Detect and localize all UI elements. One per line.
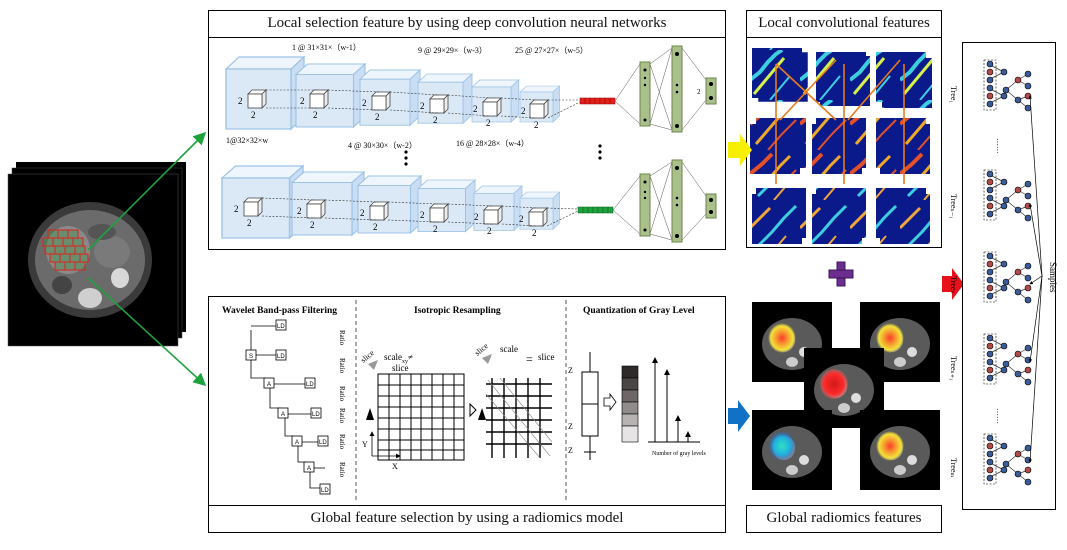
svg-text:2: 2 xyxy=(297,206,302,216)
wavelet-node-10: LD xyxy=(321,488,329,494)
svg-text:2: 2 xyxy=(300,96,305,106)
slice-label-3: slice xyxy=(538,352,555,362)
tree-label-1: Treeₙ₋₁ xyxy=(949,194,958,219)
forest-ellipsis-2: …… xyxy=(995,408,1004,424)
tree-label-2: Treeₙ xyxy=(949,276,958,294)
svg-text:2: 2 xyxy=(487,226,492,236)
svg-text:2: 2 xyxy=(433,115,438,125)
radiomics-panel xyxy=(208,296,726,533)
z-max: Z xyxy=(568,366,573,375)
section-wavelet: Wavelet Band-pass Filtering xyxy=(222,306,338,316)
blue-arrow xyxy=(728,400,750,432)
svg-text:2: 2 xyxy=(521,106,526,116)
wavelet-node-4: A xyxy=(307,466,311,472)
svg-text:2: 2 xyxy=(420,101,425,111)
svg-text:2: 2 xyxy=(313,110,318,120)
purple-plus xyxy=(828,261,854,287)
slice-z-label: slice xyxy=(392,363,409,373)
svg-text:2: 2 xyxy=(373,222,378,232)
cnn-title-box xyxy=(208,10,726,38)
wavelet-node-7: LD xyxy=(306,382,314,388)
wavelet-node-3: A xyxy=(295,440,299,446)
axis-y: Y xyxy=(362,440,368,449)
scale-label-2: scale xyxy=(500,344,518,354)
cnn-panel-title: Local selection feature by using deep co… xyxy=(267,15,667,31)
wavelet-node-6: LD xyxy=(277,354,285,360)
ratio-4: Ratio xyxy=(338,434,346,450)
ratio-2: Ratio xyxy=(338,386,346,402)
svg-text:2: 2 xyxy=(473,104,478,114)
svg-text:2: 2 xyxy=(234,204,239,214)
svg-text:2: 2 xyxy=(474,212,479,222)
wavelet-node-labels: S A A A A LD LD LD LD LD LD xyxy=(249,324,329,494)
ratio-1: Ratio xyxy=(338,358,346,374)
forest-ellipsis-1: …… xyxy=(995,138,1004,154)
row1-label-3: 1@32×32×w xyxy=(226,136,269,145)
hist-label: Number of gray levels xyxy=(652,451,706,457)
tree-label-3: Treeₙ₊₁ xyxy=(949,356,958,381)
kernel-size-labels: 22 22 22 22 22 22 xyxy=(238,96,539,130)
local-features-title: Local convolutional features xyxy=(758,15,930,31)
ct-image-stack xyxy=(7,162,186,347)
svg-text:2: 2 xyxy=(486,118,491,128)
svg-text:2: 2 xyxy=(433,224,438,234)
z-min: Z xyxy=(568,446,573,455)
svg-text:2: 2 xyxy=(360,208,365,218)
svg-text:2: 2 xyxy=(247,218,252,228)
eq-symbol: = xyxy=(526,352,533,366)
axis-x: X xyxy=(392,462,398,471)
svg-text:2: 2 xyxy=(362,98,367,108)
svg-text:2: 2 xyxy=(375,112,380,122)
svg-text:2: 2 xyxy=(532,228,537,238)
ratio-labels: Ratio Ratio Ratio Ratio Ratio Ratio xyxy=(338,330,346,478)
svg-text:2: 2 xyxy=(238,96,243,106)
forest-panel xyxy=(962,42,1056,510)
row1-label-4: 4 @ 30×30×（w-2） xyxy=(348,141,417,150)
svg-text:2: 2 xyxy=(519,214,524,224)
section-quantization: Quantization of Gray Level xyxy=(583,306,695,316)
row1-label-2: 25 @ 27×27×（w-5） xyxy=(515,46,588,55)
yellow-arrow xyxy=(728,134,752,166)
ratio-0: Ratio xyxy=(338,330,346,346)
z-i: Z xyxy=(568,422,573,431)
wavelet-node-8: LD xyxy=(312,412,320,418)
output-size-label-1: 2 xyxy=(697,88,701,96)
svg-text:2: 2 xyxy=(420,210,425,220)
red-arrow xyxy=(942,268,964,300)
wavelet-node-5: LD xyxy=(277,324,285,330)
wavelet-node-1: A xyxy=(267,382,271,388)
global-features-title-box xyxy=(746,505,942,533)
svg-text:2: 2 xyxy=(310,220,315,230)
svg-text:2: 2 xyxy=(251,110,256,120)
wavelet-node-0: S xyxy=(249,354,253,360)
radiomics-title-box xyxy=(208,505,726,533)
tree-label-4: Treeₘ xyxy=(949,458,958,478)
row1-label-1: 9 @ 29×29×（w-3） xyxy=(418,46,487,55)
local-features-title-box xyxy=(746,10,942,38)
svg-text:2: 2 xyxy=(534,120,539,130)
scale-neq: scalexy≠ xyxy=(384,352,413,365)
row1-label-5: 16 @ 28×28×（w-4） xyxy=(456,139,529,148)
section-resampling: Isotropic Resampling xyxy=(414,306,501,316)
radiomics-panel-title: Global feature selection by using a radi… xyxy=(310,510,624,526)
tree-label-0: Tree₁ xyxy=(949,86,958,104)
row1-label-0: 1 @ 31×31×（w-1） xyxy=(292,43,361,52)
ratio-5: Ratio xyxy=(338,462,346,478)
wavelet-node-2: A xyxy=(281,412,285,418)
ratio-3: Ratio xyxy=(338,408,346,424)
global-features-title: Global radiomics features xyxy=(766,510,922,526)
tumor-patch-grid xyxy=(42,229,89,271)
wavelet-node-9: LD xyxy=(319,440,327,446)
samples-label: Samples xyxy=(1048,262,1058,293)
